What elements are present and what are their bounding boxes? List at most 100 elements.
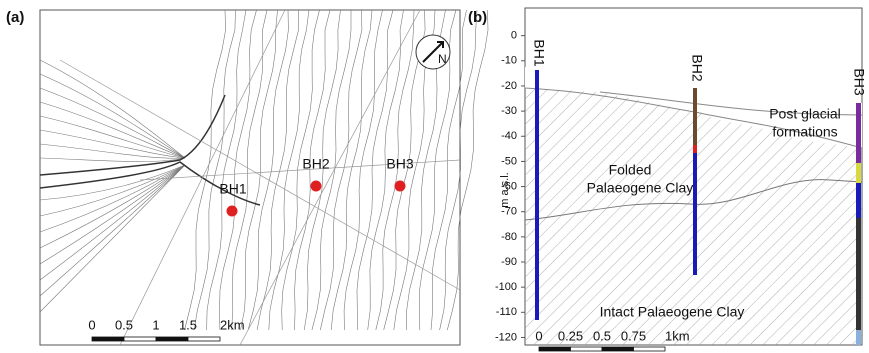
contour (39, 164, 186, 281)
contour (193, 9, 236, 331)
contour (303, 9, 341, 331)
map-panel: (a) BH1 BH2 BH3 N 0 0.5 1 1.5 2km (6, 9, 489, 346)
contour (231, 9, 268, 331)
borehole-label: BH1 (531, 39, 547, 66)
annotation: Folded (609, 162, 652, 178)
contour (39, 115, 186, 159)
contour (39, 101, 186, 159)
y-tick-label: -110 (496, 306, 517, 318)
borehole-log (856, 163, 861, 183)
borehole-dot (226, 205, 238, 217)
scale-segment (91, 336, 125, 342)
borehole-label: BH3 (386, 156, 413, 172)
y-tick-label: 0 (511, 30, 517, 42)
contour (320, 9, 363, 331)
contour (219, 9, 257, 331)
borehole-label: BH3 (851, 68, 867, 95)
scale-segment (570, 346, 603, 352)
contour (247, 9, 289, 331)
contour (39, 164, 186, 217)
contour (184, 9, 226, 331)
contour (343, 9, 383, 331)
scale-bar: 0 0.25 0.5 0.75 1km (535, 328, 690, 352)
contour (311, 10, 352, 331)
fold-boundary (524, 179, 863, 221)
borehole-log (693, 88, 697, 275)
coastline (39, 94, 261, 206)
y-tick-label: -100 (495, 281, 517, 293)
scale-segment (538, 346, 571, 352)
scale-label: 0.25 (558, 328, 583, 343)
scale-segment (123, 336, 157, 342)
scale-label: 0.5 (593, 328, 611, 343)
annotation: Intact Palaeogene Clay (600, 304, 745, 320)
scale-segment (155, 336, 189, 342)
contour (39, 73, 186, 159)
contour (39, 157, 186, 162)
contour (375, 9, 415, 331)
contour (39, 59, 186, 159)
contour (367, 9, 404, 331)
scale-segment (601, 346, 634, 352)
borehole-log (535, 70, 539, 320)
scale-label: 0 (88, 317, 95, 332)
contour (39, 164, 186, 233)
scale-label: 2km (220, 317, 245, 332)
y-tick-label: -40 (501, 130, 517, 142)
annotation: Post glacial (769, 106, 841, 122)
panel-label: (a) (6, 9, 24, 26)
y-tick-label: -10 (501, 55, 517, 67)
y-tick-label: -70 (501, 206, 517, 218)
contour (39, 164, 186, 249)
scale-label: 0.5 (115, 317, 133, 332)
scale-label: 1km (665, 328, 690, 343)
contour (39, 87, 186, 159)
contour (39, 164, 186, 201)
contour (39, 143, 186, 159)
annotations: Post glacial formations Folded Palaeogene C… (587, 106, 841, 320)
contour (356, 9, 394, 330)
y-tick-label: -20 (501, 80, 517, 92)
scale-segment (633, 346, 666, 352)
axis-label: m a.s.l. (499, 172, 511, 207)
y-tick-label: -80 (501, 231, 517, 243)
borehole-label: BH1 (219, 181, 246, 197)
contour (39, 129, 186, 159)
contour (39, 164, 186, 265)
borehole-label: BH2 (689, 54, 705, 81)
contour (430, 9, 467, 331)
contour (39, 164, 186, 297)
borehole-log (693, 88, 697, 148)
contour (294, 9, 331, 331)
section-panel: (b) 0 -10 -20 -30 -40 -50 -60 -70 -80 -90 -100 -110… (468, 7, 867, 352)
contour (206, 9, 247, 331)
annotation: formations (772, 124, 837, 140)
scale-label: 1.5 (179, 317, 197, 332)
annotation: Palaeogene Clay (587, 180, 694, 196)
contour (383, 9, 426, 331)
contour (330, 9, 373, 331)
borehole-label: BH2 (302, 156, 329, 172)
borehole-log (693, 145, 697, 153)
y-tick-label: -50 (501, 155, 517, 167)
scale-label: 1 (152, 317, 159, 332)
borehole-dot (310, 180, 322, 192)
borehole-log (856, 103, 861, 163)
borehole-log (856, 183, 861, 218)
profile-lines (59, 9, 461, 346)
north-arrow (422, 41, 444, 63)
scale-bar: 0 0.5 1 1.5 2km (88, 317, 245, 342)
contour (419, 9, 457, 331)
north-label: N (438, 52, 447, 66)
contour (240, 9, 278, 331)
y-tick-label: -60 (501, 180, 517, 192)
borehole-dot (394, 180, 406, 192)
contour (256, 10, 299, 331)
y-tick-label: -30 (501, 105, 517, 117)
scale-label: 0 (535, 328, 542, 343)
scale-segment (187, 336, 221, 342)
borehole-log (856, 330, 861, 345)
scale-label: 0.75 (621, 328, 646, 343)
contour (268, 9, 310, 331)
